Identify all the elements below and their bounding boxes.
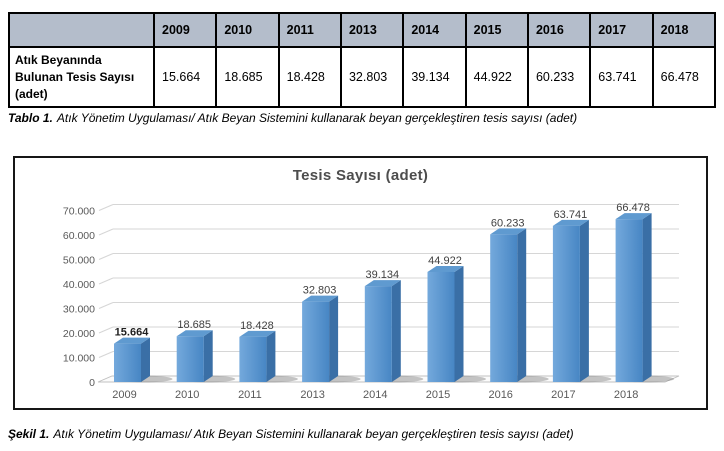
bar [615, 219, 643, 382]
gridline-diagonal [98, 350, 114, 359]
bar-value-label: 18.685 [177, 319, 211, 331]
value-cell-2017: 63.741 [589, 45, 654, 109]
gridline-diagonal [98, 228, 114, 236]
bar-chart: 15.664 18.685 18.428 32.803 39.134 44.922 60.2… [13, 156, 708, 410]
bar-value-label: 39.134 [365, 269, 399, 281]
bar-value-label: 66.478 [616, 202, 650, 214]
table-header-row: 2009 2010 2011 2013 2014 2015 2016 2017 … [8, 12, 717, 48]
bar-side-face [454, 265, 464, 382]
y-axis-tick-label: 40.000 [63, 279, 95, 291]
bar-side-face [579, 219, 589, 382]
bar [239, 336, 267, 382]
value-cell-2013: 32.803 [339, 45, 405, 109]
bar-value-label: 60.233 [491, 217, 525, 229]
year-header-2014: 2014 [402, 12, 467, 48]
bar [427, 271, 455, 382]
table-caption-prefix: Tablo 1. [8, 111, 53, 125]
bar [364, 286, 392, 382]
bar [176, 336, 204, 382]
bar-value-label: 15.664 [115, 327, 150, 339]
facility-count-table: 2009 2010 2011 2013 2014 2015 2016 2017 … [8, 12, 717, 109]
y-axis-tick-label: 30.000 [63, 304, 95, 316]
gridline-diagonal [98, 301, 114, 310]
value-cell-2016: 60.233 [526, 45, 592, 109]
x-axis-tick-label: 2010 [175, 389, 199, 401]
bar-chart-canvas: 15.664 18.685 18.428 32.803 39.134 44.922 60.2… [63, 202, 680, 401]
bar-top-face [302, 295, 339, 302]
value-cell-2015: 44.922 [464, 45, 529, 109]
bar-top-face [176, 330, 213, 337]
gridline-diagonal [98, 203, 114, 212]
x-axis-tick-label: 2015 [426, 389, 450, 401]
y-axis-tick-label: 60.000 [63, 230, 95, 242]
bar-top-face [114, 337, 150, 344]
y-axis-tick-label: 0 [89, 377, 95, 389]
year-header-2009: 2009 [152, 12, 218, 48]
bar-top-face [427, 265, 464, 272]
bar-side-face [391, 280, 401, 382]
gridline-diagonal [98, 252, 114, 261]
value-cell-2011: 18.428 [277, 45, 342, 109]
x-axis-tick-label: 2009 [112, 389, 136, 401]
bar-top-face [239, 330, 276, 337]
bar [490, 234, 518, 382]
bar-side-face [141, 337, 150, 382]
row-header-label: Atık Beyanında Bulunan Tesis Sayısı (ade… [8, 45, 155, 109]
bar [114, 343, 141, 382]
year-header-2013: 2013 [339, 12, 405, 48]
bar-value-label: 44.922 [428, 255, 462, 267]
bar-value-label: 32.803 [303, 285, 337, 297]
x-axis-tick-label: 2013 [300, 389, 324, 401]
value-cell-2010: 18.685 [215, 45, 280, 109]
year-header-2017: 2017 [589, 12, 654, 48]
bar-top-face [364, 280, 401, 287]
value-cell-2009: 15.664 [152, 45, 218, 109]
table-data-row: Atık Beyanında Bulunan Tesis Sayısı (ade… [8, 45, 717, 109]
chart-title: Tesis Sayısı (adet) [292, 167, 429, 184]
x-axis-tick-label: 2011 [238, 389, 262, 401]
year-header-2015: 2015 [464, 12, 529, 48]
bar-value-label: 18.428 [240, 320, 274, 332]
figure-caption-prefix: Şekil 1. [8, 427, 50, 441]
bar-top-face [615, 213, 652, 220]
year-header-2011: 2011 [277, 12, 342, 48]
x-axis-tick-label: 2016 [488, 389, 512, 401]
figure-caption-text: Atık Yönetim Uygulaması/ Atık Beyan Sist… [53, 427, 574, 441]
y-axis-tick-label: 10.000 [63, 353, 95, 365]
y-axis-tick-label: 70.000 [63, 206, 95, 218]
bar-side-face [642, 213, 652, 382]
year-header-2010: 2010 [215, 12, 280, 48]
bar-side-face [517, 228, 527, 382]
value-cell-2014: 39.134 [402, 45, 467, 109]
bar-side-face [203, 330, 213, 382]
table-caption-text: Atık Yönetim Uygulaması/ Atık Beyan Sist… [56, 111, 578, 125]
gridline-diagonal [98, 326, 114, 334]
x-axis-tick-label: 2017 [551, 389, 575, 401]
bar-top-face [552, 219, 589, 226]
table-caption: Tablo 1. Atık Yönetim Uygulaması/ Atık Be… [8, 111, 577, 125]
y-axis-tick-label: 20.000 [63, 328, 95, 340]
year-header-2018: 2018 [651, 12, 717, 48]
bar [552, 225, 580, 382]
table-corner-cell [8, 12, 155, 48]
bar-side-face [266, 330, 276, 382]
bar-top-face [490, 228, 527, 235]
value-cell-2018: 66.478 [651, 45, 717, 109]
bar-value-label: 63.741 [554, 209, 588, 221]
bar [302, 301, 330, 382]
year-header-2016: 2016 [526, 12, 592, 48]
x-axis-tick-label: 2018 [614, 389, 638, 401]
gridline-diagonal [98, 277, 114, 285]
x-axis-tick-label: 2014 [363, 389, 387, 401]
y-axis-tick-label: 50.000 [63, 255, 95, 267]
figure-caption: Şekil 1. Atık Yönetim Uygulaması/ Atık Be… [8, 427, 574, 441]
bar-side-face [329, 295, 339, 382]
